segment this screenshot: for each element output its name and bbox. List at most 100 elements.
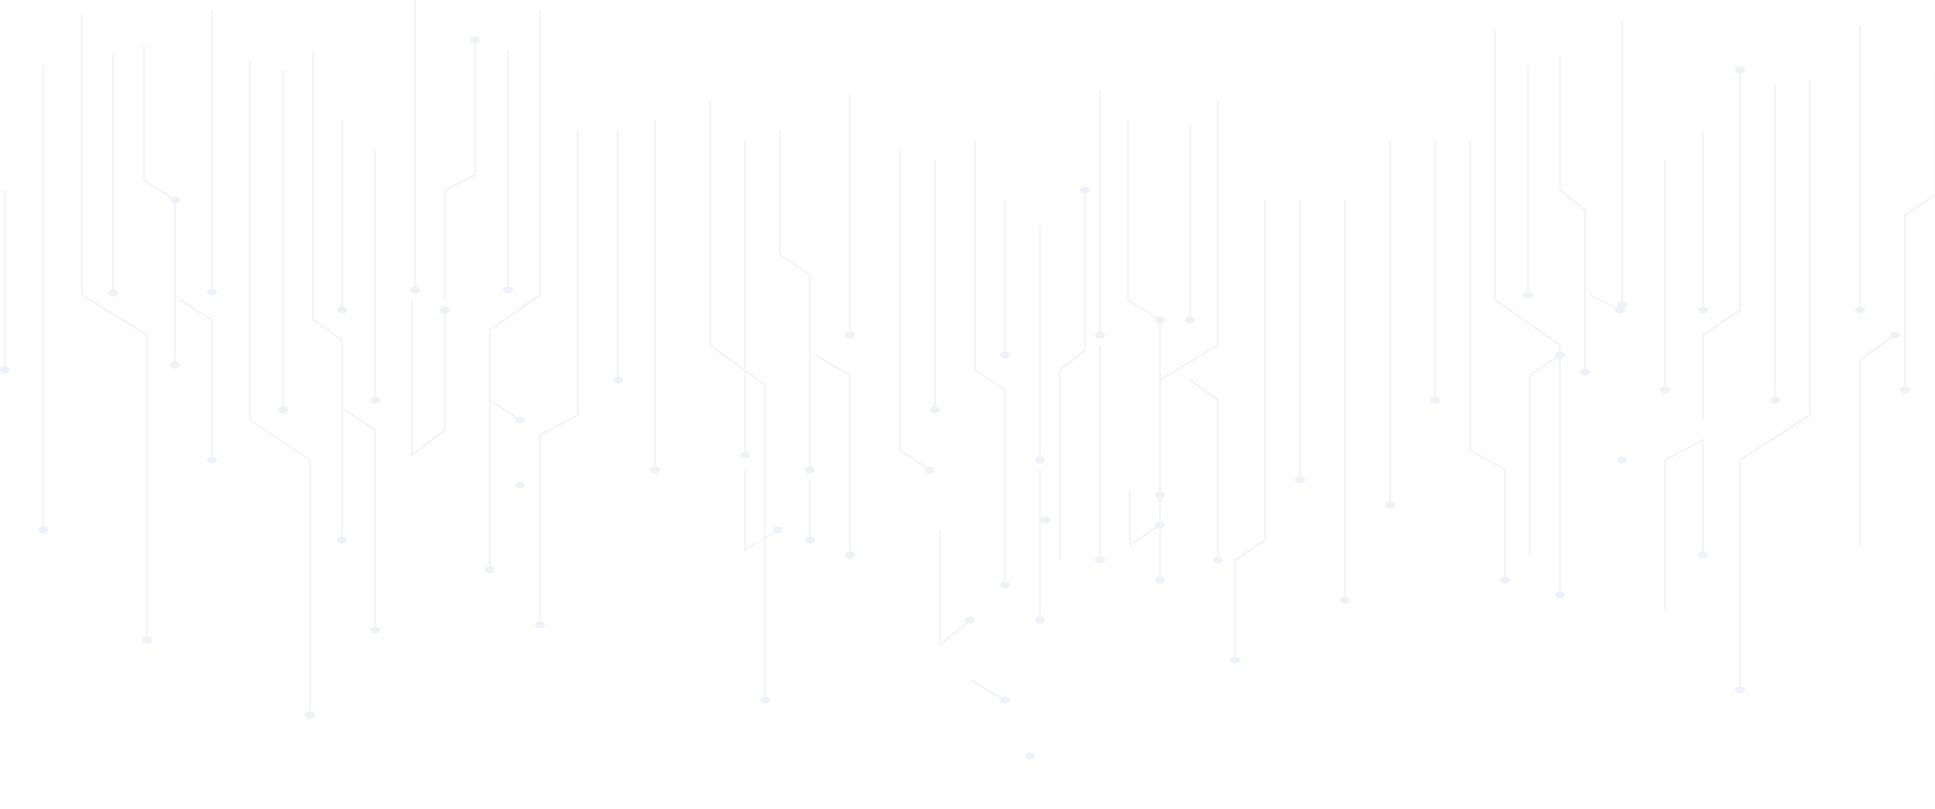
circuit-trace — [1904, 70, 1935, 390]
circuit-trace — [1159, 100, 1219, 580]
circuit-node-dot — [485, 566, 495, 574]
circuit-node-dot — [613, 376, 623, 384]
circuit-node-dot — [1155, 316, 1165, 324]
circuit-trace — [249, 60, 311, 715]
circuit-node-dot — [1035, 616, 1045, 624]
circuit-node-dot — [370, 626, 380, 634]
circuit-trace — [444, 40, 476, 300]
circuit-node-dot — [1155, 576, 1165, 584]
circuit-node-dot — [1213, 556, 1223, 564]
circuit-node-dot — [1523, 291, 1533, 299]
circuit-node-dot — [1230, 656, 1240, 664]
circuit-trace — [411, 300, 446, 457]
circuit-node-dot — [470, 36, 480, 44]
circuit-node-dot — [1095, 331, 1105, 339]
circuit-trace — [81, 15, 148, 640]
circuit-node-dot — [108, 289, 118, 297]
circuit-trace — [779, 130, 811, 470]
circuit-trace — [1739, 80, 1811, 690]
circuit-trace — [143, 45, 176, 365]
circuit-node-dot — [1735, 686, 1745, 694]
circuit-node-dot — [535, 621, 545, 629]
circuit-trace — [1129, 490, 1161, 547]
circuit-node-dot — [1660, 386, 1670, 394]
circuit-node-dot — [38, 526, 48, 534]
circuit-node-dot — [1430, 396, 1440, 404]
circuit-trace — [1469, 140, 1506, 580]
circuit-node-dot — [440, 306, 450, 314]
circuit-node-dot — [1025, 752, 1035, 760]
circuit-trace — [1559, 55, 1586, 372]
circuit-trace — [1234, 200, 1266, 660]
circuit-node-dot — [142, 636, 152, 644]
circuit-trace — [974, 140, 1006, 585]
circuit-trace — [1859, 334, 1896, 545]
circuit-node-dot — [1000, 696, 1010, 704]
circuit-node-dot — [1890, 331, 1900, 339]
circuit-node-dot — [1555, 351, 1565, 359]
circuit-node-dot — [845, 331, 855, 339]
circuit-node-dot — [650, 466, 660, 474]
circuit-node-dot — [805, 536, 815, 544]
circuit-node-dot — [1500, 576, 1510, 584]
circuit-node-dot — [1580, 368, 1590, 376]
circuit-trace — [814, 354, 851, 555]
circuit-trace — [1189, 379, 1219, 560]
circuit-trace — [1059, 190, 1086, 560]
circuit-trace — [939, 530, 971, 647]
circuit-node-dot — [1295, 476, 1305, 484]
circuit-trace — [709, 100, 766, 700]
circuit-node-dot — [805, 466, 815, 474]
circuit-node-dot — [773, 526, 783, 534]
circuit-node-dot — [1000, 581, 1010, 589]
circuit-trace — [1702, 70, 1741, 420]
circuit-node-dot — [1855, 306, 1865, 314]
circuit-node-dot — [1617, 301, 1627, 309]
circuit-trace — [1589, 294, 1621, 311]
circuit-node-dot — [1555, 591, 1565, 599]
circuit-trace — [312, 50, 343, 540]
circuit-node-dot — [0, 366, 10, 374]
circuit-node-dot — [845, 551, 855, 559]
circuit-node-dot — [930, 406, 940, 414]
circuit-trace — [969, 679, 1006, 701]
circuit-node-dot — [1080, 186, 1090, 194]
circuit-node-dot — [1000, 351, 1010, 359]
circuit-node-dot — [207, 456, 217, 464]
circuit-node-dot — [925, 466, 935, 474]
circuit-trace — [344, 409, 376, 630]
circuit-node-dot — [965, 616, 975, 624]
circuit-node-dot — [1617, 456, 1627, 464]
circuit-node-dot — [207, 288, 217, 296]
circuit-node-dot — [370, 396, 380, 404]
circuit-node-dot — [170, 361, 180, 369]
circuit-trace — [489, 10, 541, 570]
circuit-node-dot — [278, 406, 288, 414]
circuit-node-dot — [760, 696, 770, 704]
circuit-trace — [1529, 354, 1561, 555]
circuit-node-dot — [1770, 396, 1780, 404]
circuit-node-dot — [337, 536, 347, 544]
circuit-node-dot — [503, 286, 513, 294]
circuit-node-dot — [740, 451, 750, 459]
circuit-trace — [539, 130, 579, 625]
circuit-trace — [1494, 30, 1561, 595]
circuit-node-dot — [410, 286, 420, 294]
circuit-node-dot — [1385, 501, 1395, 509]
circuit-node-dot — [337, 306, 347, 314]
circuit-trace — [489, 399, 521, 421]
circuit-node-dot — [1900, 386, 1910, 394]
circuit-node-dot — [1035, 456, 1045, 464]
circuit-node-dot — [305, 711, 315, 719]
circuit-node-dot — [1698, 551, 1708, 559]
circuit-trace — [899, 150, 931, 471]
circuit-node-dot — [1340, 596, 1350, 604]
circuit-node-dot — [1698, 306, 1708, 314]
circuit-node-dot — [1735, 66, 1745, 74]
circuit-trace — [179, 299, 213, 460]
circuit-node-dot — [1040, 516, 1050, 524]
circuit-node-dot — [1095, 556, 1105, 564]
circuit-trace — [1127, 120, 1161, 495]
circuit-node-dot — [515, 481, 525, 489]
